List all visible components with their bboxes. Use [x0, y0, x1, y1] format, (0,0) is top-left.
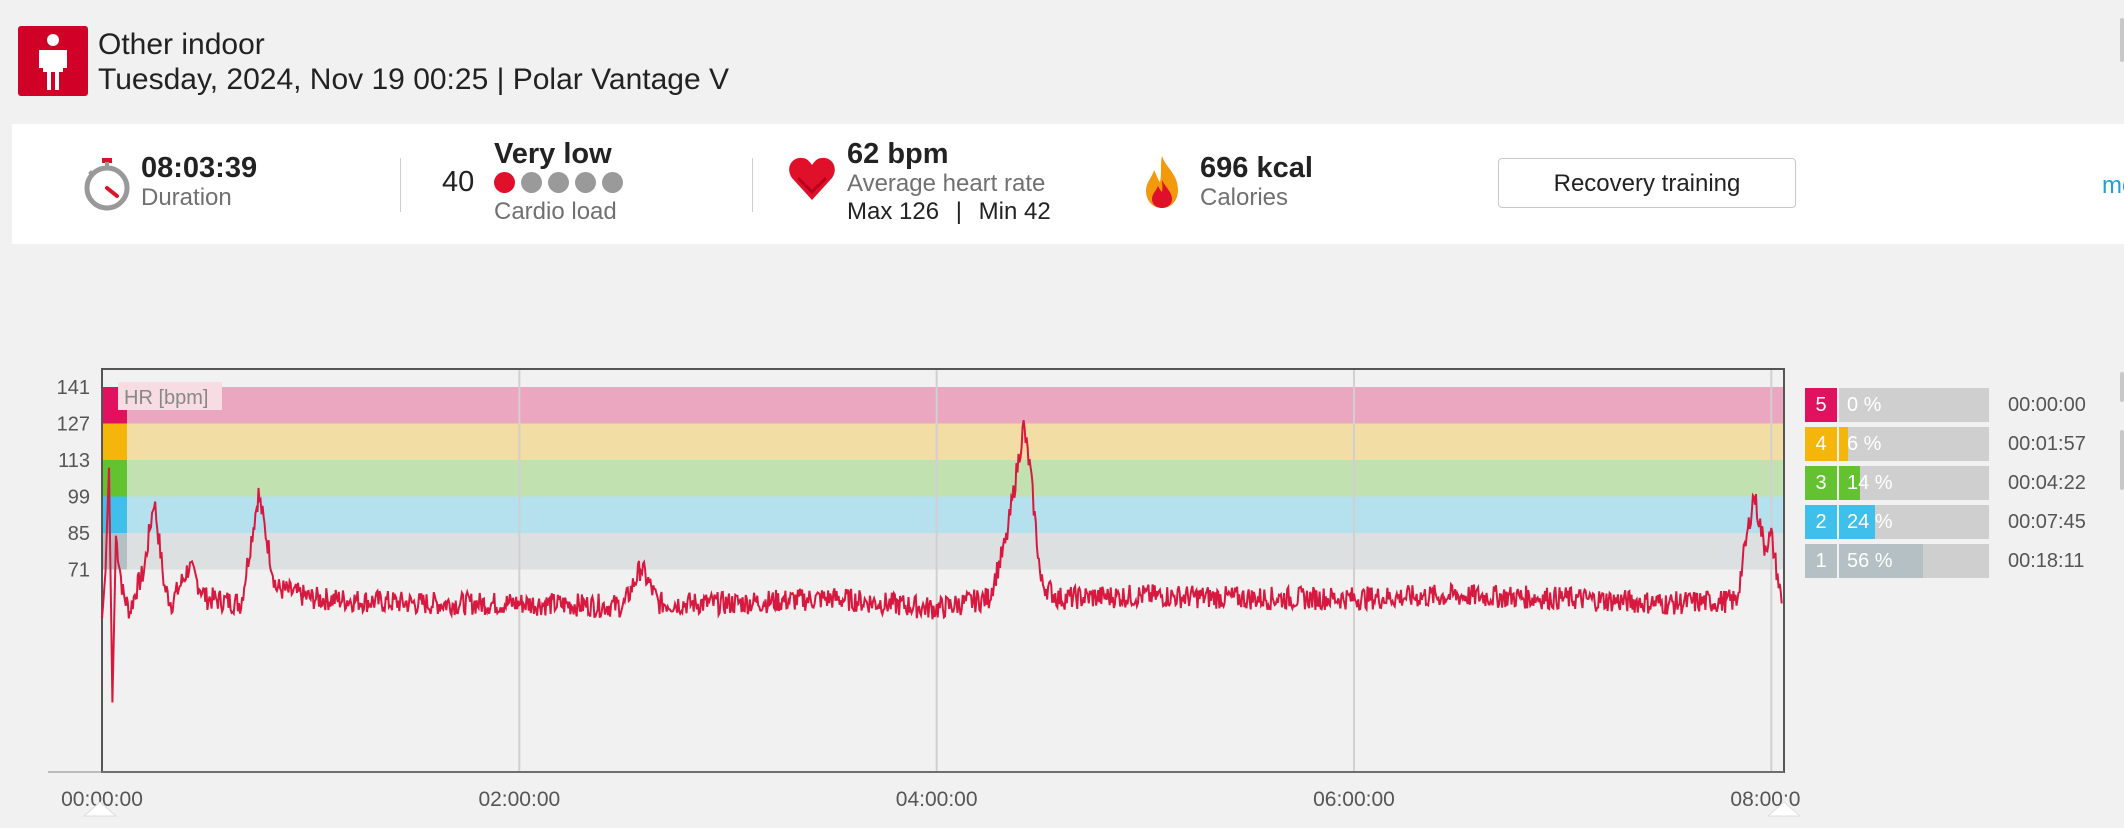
cardio-load-dots	[494, 172, 629, 198]
avg-hr-value: 62 bpm	[847, 138, 949, 170]
cardio-load-level: Very low	[494, 138, 612, 170]
zone-strip-4	[103, 423, 127, 460]
person-standing-icon	[39, 34, 67, 90]
zone-time: 00:00:00	[2008, 394, 2086, 416]
zone-bar-fill	[1839, 505, 1875, 539]
x-tick-label: 06:00:00	[1313, 788, 1395, 811]
sport-title: Other indoor	[98, 28, 265, 61]
flame-icon	[1146, 156, 1178, 208]
zone-number: 4	[1805, 427, 1837, 461]
hr-max: Max 126	[847, 198, 940, 225]
scroll-edge	[2120, 372, 2124, 402]
avg-hr-label: Average heart rate	[847, 170, 1046, 197]
y-tick-label: 71	[68, 560, 90, 582]
cardio-load-value: 40	[442, 166, 475, 198]
cardio-dot	[494, 172, 515, 193]
zone-number: 1	[1805, 544, 1837, 578]
duration-value: 08:03:39	[141, 152, 258, 184]
zone-time: 00:04:22	[2008, 472, 2086, 494]
cardio-dot	[521, 172, 542, 193]
cardio-dot	[575, 172, 596, 193]
divider	[752, 158, 753, 212]
zone-time: 00:01:57	[2008, 433, 2086, 455]
zone-percent: 24 %	[1847, 511, 1893, 533]
zone-bar-track: 14 %	[1839, 466, 1989, 500]
range-handle-left[interactable]	[82, 801, 118, 817]
x-tick-label: 04:00:00	[896, 788, 978, 811]
summary-bar: 08:03:39 Duration 40 Very low Cardio loa…	[12, 124, 2124, 244]
zone-band-5	[102, 387, 1784, 424]
hr-series-line	[101, 419, 1783, 703]
stopwatch-icon	[84, 158, 130, 211]
zone-percent: 0 %	[1847, 394, 1882, 416]
zone-bar-fill	[1839, 544, 1923, 578]
y-axis: 141 127 113 99 85 71	[57, 377, 90, 582]
zone-band-3	[102, 460, 1784, 497]
hr-max-min: Max 126 | Min 42	[847, 198, 1051, 226]
training-benefit-button[interactable]: Recovery training	[1498, 158, 1796, 208]
duration-label: Duration	[141, 184, 232, 211]
y-tick-label: 141	[57, 377, 90, 399]
cardio-dot	[548, 172, 569, 193]
zone-time: 00:18:11	[2008, 550, 2085, 572]
zone-bar-track: 24 %	[1839, 505, 1989, 539]
zone-number: 3	[1805, 466, 1837, 500]
hr-separator: |	[955, 198, 962, 225]
y-tick-label: 127	[57, 414, 90, 436]
zone-number: 2	[1805, 505, 1837, 539]
zone-band-2	[102, 496, 1784, 533]
calories-label: Calories	[1200, 184, 1289, 211]
zone-bar-fill	[1839, 427, 1848, 461]
more-link[interactable]: mo	[2102, 172, 2124, 199]
zone-percent: 56 %	[1847, 550, 1893, 572]
zone-bar-track: 56 %	[1839, 544, 1989, 578]
zone-strip-3	[103, 460, 127, 497]
x-tick-label: 00:00:00	[61, 788, 143, 811]
calories-value: 696 kcal	[1200, 152, 1313, 184]
scroll-edge	[2120, 430, 2124, 490]
session-datetime-device: Tuesday, 2024, Nov 19 00:25 | Polar Vant…	[98, 63, 729, 96]
legend-box	[118, 382, 222, 410]
grid-lines	[518, 369, 1773, 772]
zone-number: 5	[1805, 388, 1837, 422]
legend-label: HR [bpm]	[124, 387, 208, 409]
cardio-dot	[602, 172, 623, 193]
y-tick-label: 85	[68, 523, 90, 545]
cardio-load-label: Cardio load	[494, 198, 617, 225]
y-tick-label: 113	[58, 450, 90, 472]
hr-min: Min 42	[978, 198, 1051, 225]
y-tick-label: 99	[68, 487, 90, 509]
x-tick-label: 02:00:00	[478, 788, 560, 811]
zone-band-4	[102, 423, 1784, 460]
heart-icon	[789, 157, 835, 200]
sport-icon	[18, 26, 88, 96]
zone-time: 00:07:45	[2008, 511, 2086, 533]
zone-band-1	[102, 533, 1784, 570]
zone-bar-track: 6 %	[1839, 427, 1989, 461]
scroll-edge	[2120, 18, 2124, 62]
zone-bar-fill	[1839, 466, 1860, 500]
heart-rate-chart: 141 127 113 99 85 71 00:00:00 02:00:00 04:00:00…	[48, 368, 1800, 817]
zone-percent: 14 %	[1847, 472, 1893, 494]
range-handle-right[interactable]	[1766, 801, 1800, 817]
zone-bands	[102, 387, 1784, 570]
divider	[400, 158, 401, 212]
zone-bar-track: 0 %	[1839, 388, 1989, 422]
zone-percent: 6 %	[1847, 433, 1882, 455]
